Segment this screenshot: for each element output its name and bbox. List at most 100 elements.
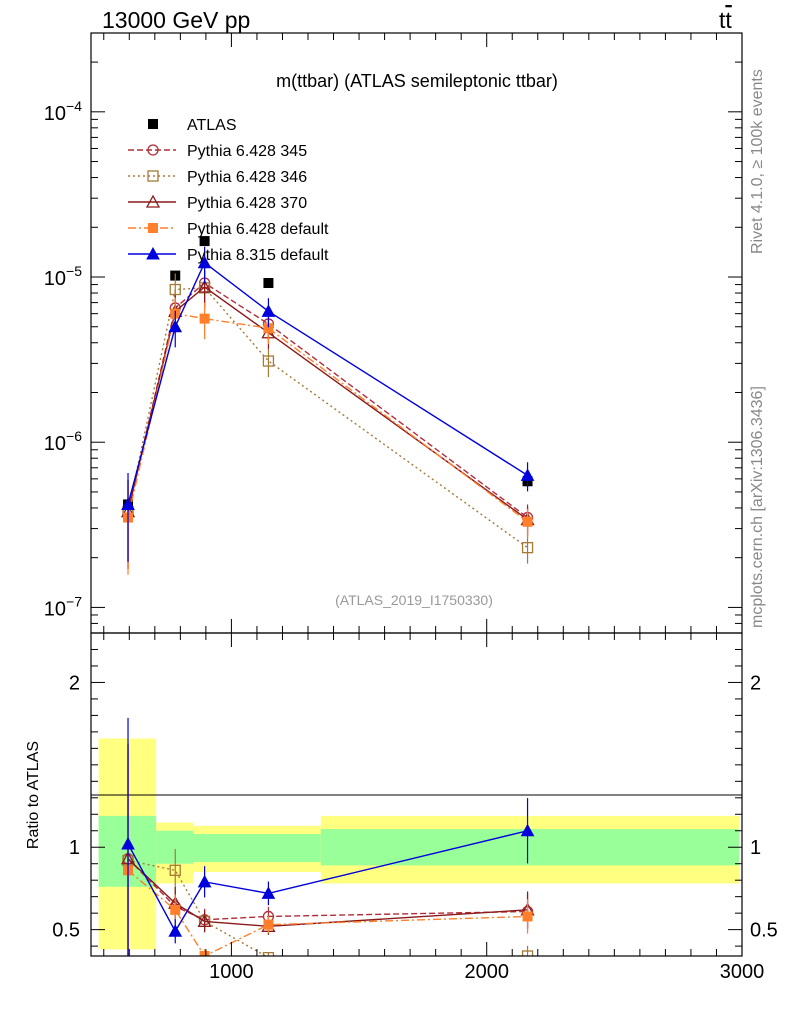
- legend-marker: [147, 170, 159, 182]
- data-point: [197, 255, 212, 269]
- analysis-label: (ATLAS_2019_I1750330): [335, 592, 493, 608]
- data-point: [197, 279, 212, 293]
- ratio-point: [170, 904, 181, 915]
- legend-entry: Pythia 8.315 default: [128, 246, 329, 264]
- ratio-point: [263, 919, 274, 930]
- series-atlas: [123, 236, 533, 510]
- ytick-exponent: −4: [66, 98, 82, 114]
- ratio-band-inner: [156, 830, 194, 864]
- series-line: [127, 287, 528, 549]
- ratio-ytick-label-left: 2: [69, 672, 80, 694]
- legend-entry: Pythia 6.428 346: [128, 169, 307, 186]
- mcplots-label: mcplots.cern.ch [arXiv:1306.3436]: [749, 386, 766, 628]
- ytick-mantissa: 10: [44, 103, 66, 125]
- ratio-point: [168, 924, 183, 937]
- legend-label: ATLAS: [187, 117, 237, 134]
- ratio-point: [520, 823, 535, 837]
- svg-text:tt: tt: [719, 7, 732, 33]
- ratio-point: [169, 864, 181, 876]
- series-line: [127, 261, 528, 505]
- main-ticks: 10−710−610−510−4: [44, 33, 743, 634]
- main-ytick-label: 10−7: [44, 593, 82, 620]
- ratio-point: [199, 951, 210, 956]
- ratio-panel: 0.5 0.5 1 1 2 2 1000 2000 3000 Ratio to ATLAS: [25, 632, 778, 983]
- ytick-exponent: −6: [66, 428, 82, 444]
- ratio-ticks: 0.5 0.5 1 1 2 2 1000 2000 3000: [52, 633, 778, 983]
- legend-label: Pythia 6.428 346: [187, 169, 307, 186]
- series-pythia-6-428-346: [122, 271, 534, 569]
- ratio-point: [521, 950, 534, 956]
- ratio-ytick-label-left: 0.5: [52, 920, 80, 942]
- data-point: [520, 468, 535, 481]
- ratio-point: [522, 911, 533, 922]
- rivet-version-label: Rivet 4.1.0, ≥ 100k events: [749, 69, 766, 254]
- data-point: [199, 236, 210, 247]
- ratio-point: [261, 886, 276, 899]
- legend: ATLAS Pythia 6.428 345 Pythia 6.428 346 Pyt…: [128, 117, 329, 264]
- ytick-exponent: −7: [66, 593, 82, 609]
- data-point: [263, 277, 274, 288]
- main-series: [120, 236, 535, 575]
- ratio-ytick-label-left: 1: [69, 837, 80, 859]
- ytick-mantissa: 10: [44, 433, 66, 455]
- ratio-xtick-label: 1000: [209, 961, 254, 983]
- data-point: [262, 355, 275, 367]
- ratio-ytick-label-right: 0.5: [750, 920, 778, 942]
- main-title: m(ttbar) (ATLAS semileptonic ttbar): [276, 71, 558, 91]
- data-point: [169, 283, 181, 296]
- data-point: [199, 313, 210, 324]
- ytick-exponent: −5: [66, 263, 82, 279]
- main-ytick-label: 10−4: [44, 98, 82, 125]
- data-point: [521, 542, 534, 554]
- header-process-label: tt: [719, 7, 732, 33]
- ratio-point: [197, 914, 212, 928]
- main-panel: 10−710−610−510−4 m(ttbar) (ATLAS semilep…: [44, 32, 743, 634]
- legend-label: Pythia 6.428 default: [187, 221, 329, 238]
- main-ytick-label: 10−6: [44, 428, 82, 455]
- legend-label: Pythia 6.428 345: [187, 143, 307, 160]
- legend-marker: [145, 194, 161, 208]
- legend-entry: Pythia 6.428 default: [128, 221, 329, 238]
- ratio-xtick-label: 3000: [720, 961, 765, 983]
- ytick-mantissa: 10: [44, 268, 66, 290]
- series-pythia-6-428-370: [120, 270, 535, 569]
- ratio-line: [127, 869, 528, 956]
- series-line: [127, 282, 528, 519]
- ratio-point: [262, 951, 275, 956]
- legend-entry: ATLAS: [148, 117, 237, 134]
- ratio-xtick-label: 2000: [464, 961, 509, 983]
- legend-label: Pythia 6.428 370: [187, 195, 307, 212]
- legend-entry: Pythia 6.428 370: [128, 194, 307, 212]
- ratio-band-inner: [193, 834, 321, 863]
- data-point: [261, 304, 276, 317]
- ratio-point: [121, 836, 135, 850]
- data-point: [121, 497, 135, 510]
- ratio-panel-frame: [90, 632, 743, 957]
- legend-marker: [148, 119, 158, 129]
- legend-entry: Pythia 6.428 345: [128, 143, 307, 160]
- data-point: [263, 323, 274, 334]
- series-line: [127, 312, 528, 523]
- series-pythia-6-428-345: [122, 266, 534, 569]
- ratio-ytick-label-right: 2: [750, 672, 761, 694]
- ratio-bands: [98, 738, 740, 950]
- ratio-ytick-label-right: 1: [750, 837, 761, 859]
- main-ytick-label: 10−5: [44, 263, 82, 290]
- legend-label: Pythia 8.315 default: [187, 247, 329, 264]
- data-point: [168, 319, 183, 333]
- ytick-mantissa: 10: [44, 598, 66, 620]
- header-process-t: t: [719, 7, 726, 33]
- series-pythia-6-428-default: [123, 297, 533, 575]
- legend-marker: [148, 223, 158, 233]
- legend-marker: [146, 246, 160, 260]
- legend-marker: [147, 144, 159, 156]
- series-pythia-8-315-default: [121, 246, 535, 562]
- ratio-ylabel: Ratio to ATLAS: [25, 741, 42, 849]
- header-energy-label: 13000 GeV pp: [102, 7, 250, 33]
- ratio-series-pythia-8-315-default: [121, 717, 535, 956]
- data-point: [522, 516, 533, 527]
- header-process-tbar: t: [725, 7, 732, 33]
- ratio-series: [120, 717, 535, 956]
- ratio-series-group: [120, 717, 535, 956]
